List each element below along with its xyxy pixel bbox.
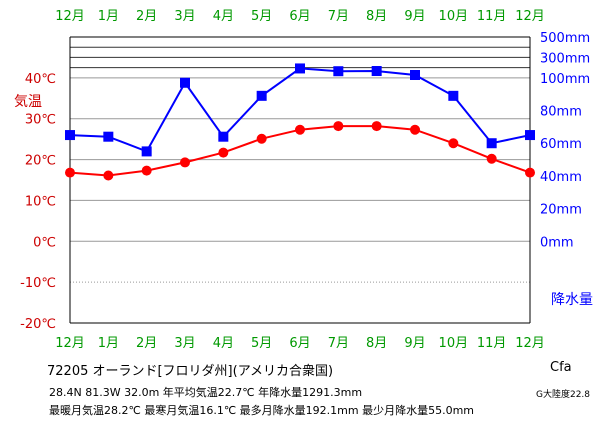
precip-axis-title: 降水量 <box>551 292 593 308</box>
temperature-point <box>486 153 497 164</box>
temperature-point <box>141 165 152 176</box>
temperature-point <box>333 121 344 132</box>
chart-labels: 12月 12月 1月 1月 2月 2月 3月 3月 4月 4月 5月 5月 6月 6月 7月 7月 8月 8月 9月… <box>14 9 593 350</box>
temperature-point <box>410 124 420 135</box>
temp-tick-label: 30℃ <box>25 113 56 128</box>
temp-tick-label: -10℃ <box>20 276 56 291</box>
annual-stats: 28.4N 81.3W 32.0m 年平均気温22.7℃ 年降水量1291.3m… <box>49 386 363 399</box>
month-label-top: 1月 <box>98 9 119 24</box>
precip-tick-label: 80mm <box>540 105 582 120</box>
temp-tick-label: 10℃ <box>25 194 56 209</box>
temp-tick-label: -20℃ <box>20 317 56 332</box>
month-label-top: 12月 <box>515 9 545 24</box>
month-label-bottom: 5月 <box>251 336 272 350</box>
temperature-point <box>295 124 305 135</box>
chart-axes <box>69 37 531 324</box>
precip-tick-label: 100mm <box>540 72 590 87</box>
precip-tick-label: 60mm <box>540 137 582 152</box>
precipitation-point <box>525 130 535 141</box>
precipitation-point <box>333 66 344 77</box>
month-label-bottom: 3月 <box>174 336 195 350</box>
month-label-bottom: 1月 <box>98 336 119 350</box>
station-info: 72205 オーランド[フロリダ州](アメリカ合衆国) <box>47 364 334 379</box>
month-label-top: 11月 <box>477 9 507 24</box>
month-label-top: 9月 <box>404 9 425 24</box>
precipitation-point <box>256 90 267 101</box>
temp-tick-label: 0℃ <box>33 235 56 250</box>
precipitation-point <box>180 77 190 88</box>
temperature-point <box>180 157 190 168</box>
precip-tick-label: 0mm <box>540 235 574 250</box>
chart-series <box>65 63 535 181</box>
month-label-bottom: 8月 <box>366 336 387 350</box>
month-label-top: 3月 <box>174 9 195 24</box>
month-label-top: 5月 <box>251 9 272 24</box>
precipitation-point <box>65 130 75 141</box>
temp-tick-label: 20℃ <box>25 154 56 169</box>
precip-tick-label: 300mm <box>540 51 590 66</box>
month-label-bottom: 9月 <box>404 336 425 350</box>
month-label-bottom: 10月 <box>439 336 469 350</box>
month-label-bottom: 2月 <box>136 336 157 350</box>
month-label-top: 2月 <box>136 9 157 24</box>
temperature-point <box>448 138 459 149</box>
temperature-point <box>218 147 229 158</box>
precipitation-line <box>69 67 531 153</box>
month-label-bottom: 11月 <box>477 336 507 350</box>
temperature-point <box>65 167 75 178</box>
precipitation-point <box>371 66 382 77</box>
chart-grid <box>70 36 530 283</box>
temp-tick-label: 40℃ <box>25 72 56 87</box>
precip-tick-label: 500mm <box>540 31 590 46</box>
month-label-bottom: 12月 <box>515 336 545 350</box>
climate-chart: 12月 12月 1月 1月 2月 2月 3月 3月 4月 4月 5月 5月 6月 6月 7月 7月 8月 8月 9月… <box>14 9 593 350</box>
month-label-top: 4月 <box>213 9 234 24</box>
koppen-code: Cfa <box>550 360 572 375</box>
month-label-top: 7月 <box>328 9 349 24</box>
month-label-top: 8月 <box>366 9 387 24</box>
precipitation-point <box>218 131 229 142</box>
temp-axis-title: 気温 <box>14 94 42 110</box>
precipitation-point <box>141 146 152 157</box>
temperature-point <box>371 121 382 132</box>
precipitation-point <box>486 138 497 149</box>
month-label-top: 6月 <box>289 9 310 24</box>
precipitation-point <box>295 63 305 74</box>
month-label-bottom: 4月 <box>213 336 234 350</box>
temperature-point <box>525 167 535 178</box>
month-label-top: 12月 <box>55 9 85 24</box>
temperature-point <box>103 170 114 181</box>
precipitation-point <box>410 69 420 80</box>
month-label-bottom: 7月 <box>328 336 349 350</box>
monthly-extremes: 最暖月気温28.2℃ 最寒月気温16.1℃ 最多月降水量192.1mm 最少月降… <box>49 404 475 417</box>
precipitation-point <box>448 90 459 101</box>
continentality-index: G大陸度22.8 <box>536 390 591 400</box>
month-label-top: 10月 <box>439 9 469 24</box>
precipitation-point <box>103 131 114 142</box>
month-label-bottom: 12月 <box>55 336 85 350</box>
precip-tick-label: 20mm <box>540 203 582 218</box>
precip-tick-label: 40mm <box>540 170 582 185</box>
month-label-bottom: 6月 <box>289 336 310 350</box>
temperature-point <box>256 133 267 144</box>
